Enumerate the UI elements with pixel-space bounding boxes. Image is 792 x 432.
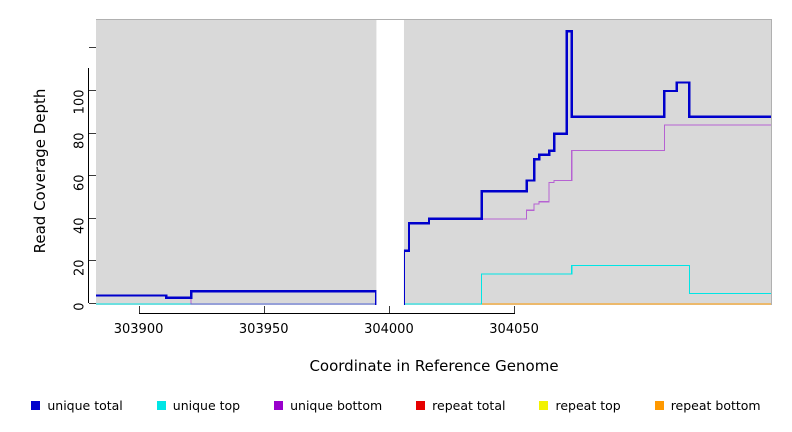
- plot-panel: [96, 19, 772, 305]
- y-axis-tick: [89, 260, 96, 261]
- legend-item: unique total: [31, 398, 123, 413]
- legend-label: repeat bottom: [670, 398, 761, 413]
- legend-label: unique top: [172, 398, 241, 413]
- x-axis-tick-label: 303950: [238, 322, 289, 337]
- x-axis-tick-label: 304000: [364, 322, 414, 337]
- y-axis-tick: [89, 90, 96, 91]
- x-axis-tick: [139, 306, 140, 313]
- legend-item: repeat bottom: [654, 398, 761, 413]
- y-axis-tick: [89, 133, 96, 134]
- y-axis-tick-label: 100: [72, 89, 88, 115]
- x-axis-tick: [514, 306, 515, 313]
- legend-item: unique bottom: [274, 398, 382, 413]
- legend-item: repeat top: [539, 398, 621, 413]
- y-axis-tick: [89, 218, 96, 219]
- x-axis-tick: [389, 306, 390, 313]
- y-axis-title: Read Coverage Depth: [31, 88, 49, 254]
- legend-label: unique bottom: [290, 398, 383, 413]
- x-axis-tick-label: 303900: [113, 322, 164, 337]
- x-axis-spine: [139, 313, 515, 314]
- y-axis-tick: [89, 303, 96, 304]
- legend-swatch-icon: [654, 401, 664, 410]
- y-axis-tick: [89, 47, 96, 48]
- legend-swatch-icon: [416, 401, 426, 410]
- series-unique-top: [96, 265, 771, 305]
- legend-swatch-icon: [31, 401, 41, 410]
- legend-swatch-icon: [539, 401, 549, 410]
- x-axis-tick-label: 304050: [489, 322, 539, 337]
- data-gap-band: [376, 20, 404, 305]
- series-unique-total: [96, 30, 771, 305]
- series-canvas: [96, 20, 771, 305]
- legend-label: repeat top: [555, 398, 621, 413]
- y-axis-tick: [89, 175, 96, 176]
- legend-swatch-icon: [156, 401, 166, 410]
- legend-item: repeat total: [416, 398, 505, 413]
- x-axis-title: Coordinate in Reference Genome: [309, 357, 559, 375]
- series-unique-bottom: [96, 124, 771, 305]
- y-axis-spine: [88, 68, 89, 303]
- legend: unique total unique top unique bottom repea…: [0, 398, 792, 413]
- x-axis-tick: [264, 306, 265, 313]
- legend-swatch-icon: [274, 401, 284, 410]
- legend-label: repeat total: [432, 398, 506, 413]
- legend-label: unique total: [47, 398, 123, 413]
- legend-item: unique top: [156, 398, 241, 413]
